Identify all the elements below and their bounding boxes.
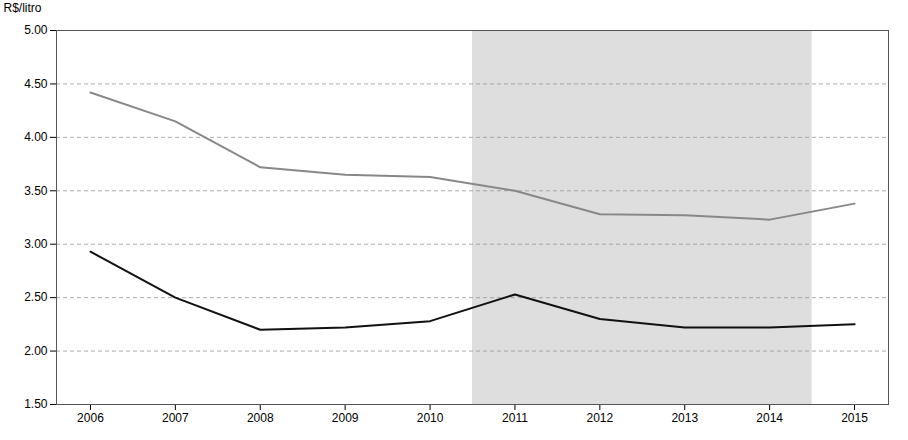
svg-text:4.50: 4.50 (24, 77, 48, 91)
svg-text:2010: 2010 (417, 411, 444, 425)
svg-text:2008: 2008 (247, 411, 274, 425)
svg-text:2012: 2012 (586, 411, 613, 425)
svg-text:2011: 2011 (502, 411, 528, 425)
svg-text:1.50: 1.50 (24, 397, 48, 411)
svg-text:2.00: 2.00 (24, 344, 48, 358)
svg-text:4.00: 4.00 (24, 130, 48, 144)
svg-text:5.00: 5.00 (24, 23, 48, 37)
svg-text:3.50: 3.50 (24, 184, 48, 198)
svg-text:2006: 2006 (77, 411, 104, 425)
svg-text:2014: 2014 (756, 411, 783, 425)
svg-text:2013: 2013 (671, 411, 698, 425)
svg-text:R$/litro: R$/litro (4, 1, 42, 15)
svg-text:2007: 2007 (162, 411, 189, 425)
svg-text:2.50: 2.50 (24, 290, 48, 304)
svg-text:2015: 2015 (841, 411, 868, 425)
svg-text:3.00: 3.00 (24, 237, 48, 251)
svg-text:2009: 2009 (332, 411, 359, 425)
